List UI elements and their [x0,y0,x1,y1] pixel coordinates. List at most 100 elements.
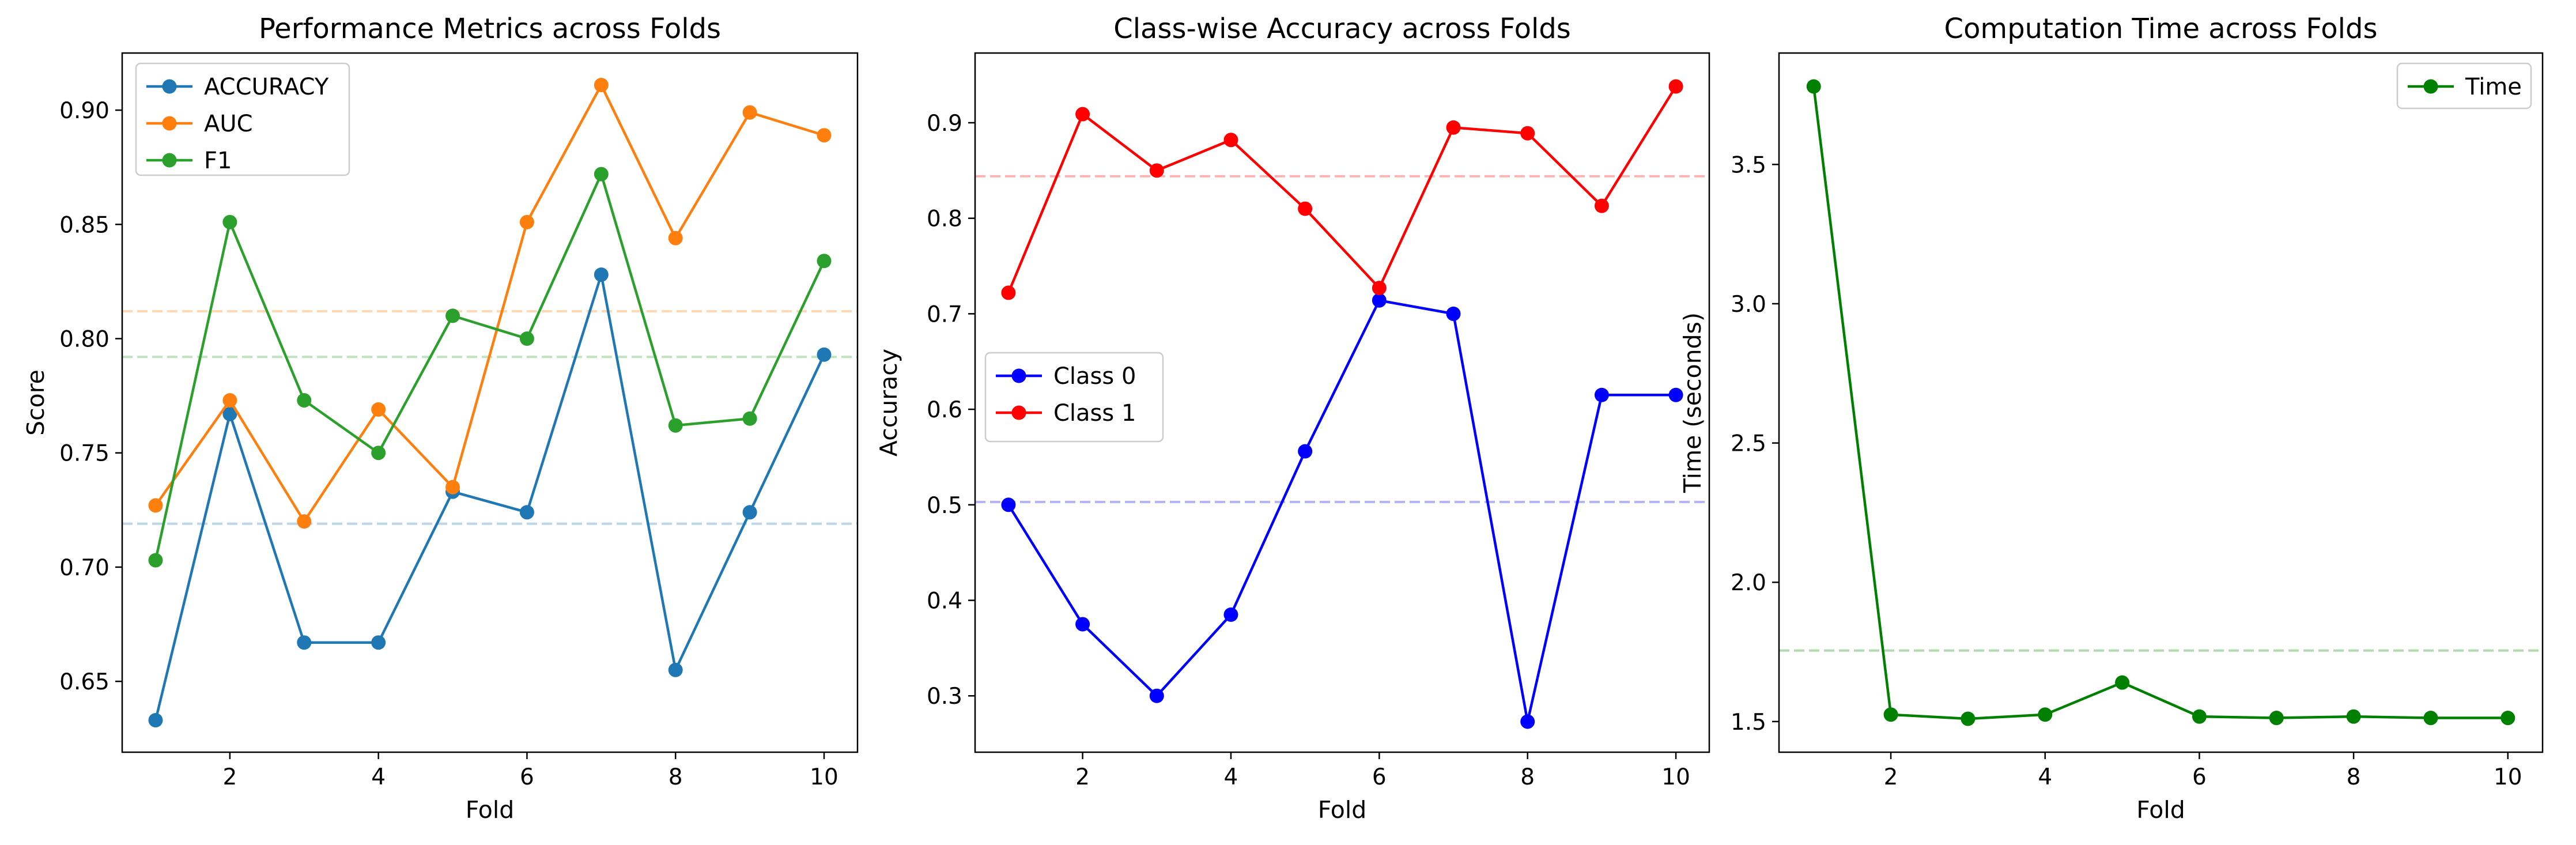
data-point-f1-5 [445,308,460,323]
series-line-f1 [154,172,826,561]
data-point-accuracy-7 [594,267,609,282]
x-tick-label: 10 [2494,764,2522,790]
legend-label-class-1: Class 1 [1053,400,1136,427]
y-tick-label: 0.80 [59,327,109,353]
x-tick-label: 2 [222,764,237,790]
legend: Class 0 Class 1 [984,352,1164,443]
data-point-f1-2 [222,214,237,229]
series-line-auc [154,84,825,523]
data-point-accuracy-3 [297,635,312,650]
plot-frame [1778,52,2544,753]
data-point-auc-2 [222,393,237,408]
data-point-class-0-6 [1372,293,1387,308]
series-line-accuracy [154,273,826,721]
data-point-accuracy-1 [148,713,163,728]
x-tick-label: 2 [1075,764,1090,790]
data-point-class-0-9 [1594,387,1609,402]
y-tick-label: 2.0 [1731,570,1766,596]
legend-marker-f1 [162,153,177,168]
y-tick-label: 3.5 [1731,152,1766,178]
chart-panel-2: 2 4 6 8 10 0.3 0.4 0.5 0.6 0.7 0.8 0.9 Class-wise Ac… [875,13,1710,824]
y-tick-label: 0.85 [59,212,109,238]
plot-frame [121,52,859,753]
y-tick-label: 0.4 [927,589,962,614]
data-point-auc-8 [668,231,683,246]
data-point-auc-3 [297,514,312,529]
data-point-class-0-2 [1075,617,1090,632]
y-tick-label: 0.3 [927,684,962,710]
x-axis-label: Fold [2136,796,2185,824]
data-point-class-1-3 [1149,163,1164,178]
data-point-time-5 [2115,675,2130,690]
x-tick-label: 8 [668,764,683,790]
data-point-time-4 [2038,707,2053,722]
data-point-class-0-5 [1298,444,1313,459]
data-point-class-1-1 [1001,285,1016,300]
data-point-auc-7 [594,77,609,92]
legend-marker-class-1 [1011,405,1026,420]
x-tick-label: 6 [1372,764,1387,790]
data-point-class-0-1 [1001,497,1016,512]
y-axis-label: Score [22,369,50,436]
data-point-accuracy-8 [668,662,683,677]
y-tick-label: 0.9 [927,111,962,137]
data-point-class-1-6 [1372,281,1387,296]
data-point-accuracy-2 [222,406,237,421]
data-point-f1-1 [148,553,163,568]
x-tick-label: 4 [1224,764,1238,790]
data-point-time-6 [2192,709,2207,724]
data-point-class-1-2 [1075,107,1090,122]
x-tick-label: 10 [810,764,838,790]
data-point-class-1-5 [1298,201,1313,216]
y-tick-label: 0.6 [927,397,962,423]
x-axis-label: Fold [1318,796,1367,824]
legend-label-accuracy: ACCURACY [204,74,329,100]
x-tick-label: 8 [2347,764,2361,790]
legend-marker-class-0 [1011,368,1026,383]
data-point-time-9 [2423,711,2438,726]
data-point-f1-8 [668,418,683,433]
x-tick-label: 6 [520,764,534,790]
x-axis-label: Fold [466,796,515,824]
y-tick-label: 0.90 [59,98,109,124]
data-point-class-1-4 [1223,133,1238,148]
data-point-time-1 [1806,79,1821,94]
data-point-class-1-8 [1520,126,1535,141]
data-point-class-1-10 [1668,79,1683,94]
chart-panel-1: 2 4 6 8 10 0.65 0.70 0.75 0.80 0.85 0.90 Performanc… [22,13,859,824]
y-tick-label: 0.7 [927,301,962,327]
data-point-class-0-4 [1223,607,1238,622]
x-tick-label: 4 [2038,764,2052,790]
data-point-class-0-8 [1520,714,1535,729]
data-point-class-0-3 [1149,688,1164,703]
y-tick-label: 1.5 [1731,710,1766,735]
legend-marker-auc [162,116,177,131]
data-point-class-0-10 [1668,387,1683,402]
data-point-f1-7 [594,167,609,182]
legend-marker-time [2423,79,2438,94]
data-point-f1-4 [371,446,386,461]
data-point-auc-1 [148,498,163,513]
data-point-f1-10 [817,254,832,269]
data-point-auc-4 [371,402,386,417]
data-point-f1-6 [519,331,534,346]
y-tick-label: 0.75 [59,441,109,467]
chart-title: Performance Metrics across Folds [259,13,721,45]
series-line-time [1812,86,2508,720]
x-tick-label: 6 [2192,764,2207,790]
data-point-time-10 [2501,711,2515,726]
data-point-auc-6 [519,214,534,229]
data-point-time-8 [2346,709,2361,724]
y-tick-label: 0.65 [59,669,109,695]
data-point-accuracy-10 [817,347,832,362]
legend-label-auc: AUC [204,111,253,137]
y-tick-label: 0.70 [59,555,109,581]
y-tick-label: 2.5 [1731,431,1766,457]
plot-frame [974,52,1710,753]
y-tick-label: 3.0 [1731,292,1766,318]
chart-panel-3: 2 4 6 8 10 1.5 2.0 2.5 3.0 3.5 Computation Time ac… [1679,13,2544,824]
legend-label-f1: F1 [204,148,232,174]
chart-title: Class-wise Accuracy across Folds [1113,13,1571,45]
legend-label-time: Time [2465,74,2522,100]
